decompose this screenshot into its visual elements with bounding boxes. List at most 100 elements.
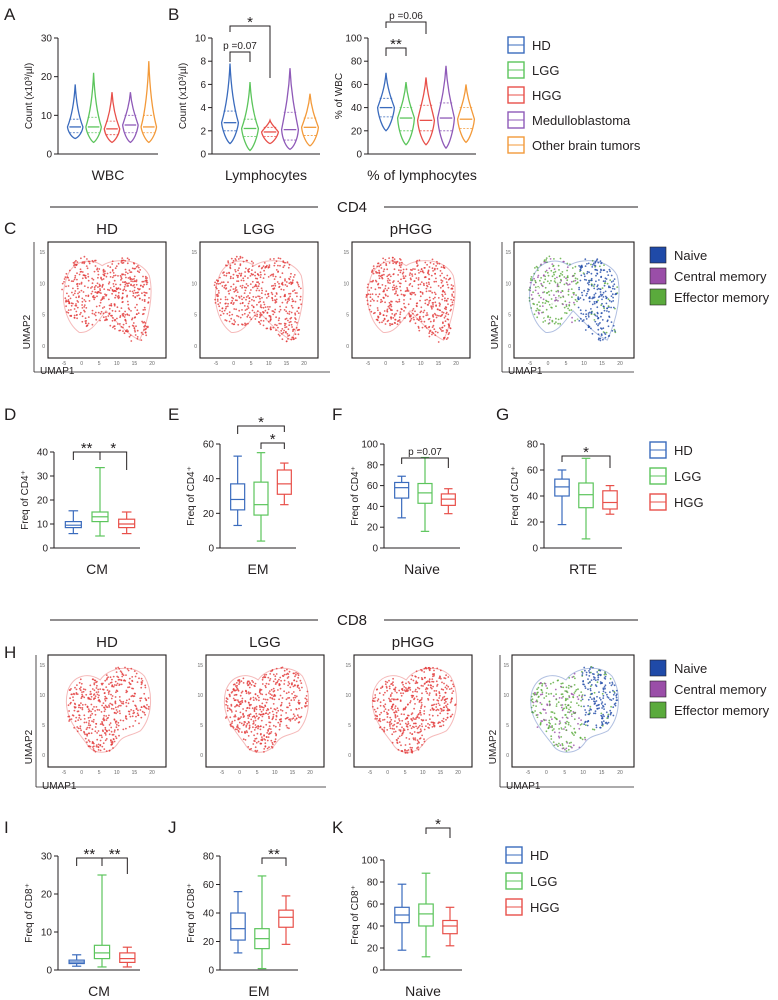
umap-point [389,322,391,325]
umap-point [244,289,247,292]
umap-point [235,704,238,707]
umap-point [387,287,390,290]
umap-point [367,283,369,286]
umap-point [530,699,533,702]
umap-point [396,260,399,263]
umap-point [277,721,280,724]
umap-point [371,280,374,283]
umap-point [450,715,452,718]
umap-point [584,736,586,739]
box-hgg [442,919,458,935]
umap-point [590,283,593,286]
umap-point [564,300,567,303]
umap-point [252,262,255,264]
umap-point [583,666,586,669]
umap-point [392,288,394,291]
umap-point [99,319,101,322]
umap-point [87,286,89,289]
umap-point [584,738,587,741]
umap-point [281,709,284,712]
umap-point [79,689,82,692]
umap-point [244,739,247,741]
y-tick-label: 20 [367,944,379,955]
umap-point [136,309,139,312]
umap-point [294,337,297,340]
umap-point [613,288,616,290]
umap-point [377,262,379,265]
umap-point [406,688,408,691]
umap-point [432,675,434,678]
umap-point [427,722,429,725]
umap-point [99,289,102,292]
umap-point [384,680,387,683]
umap-point [90,287,92,289]
umap-point [537,691,539,694]
umap-point [96,708,99,711]
umap-point [136,336,139,338]
umap-point [534,286,537,289]
umap-point [607,335,610,337]
umap-point [436,667,439,670]
umap-point [420,714,422,716]
umap-point [300,707,303,709]
umap-point [87,316,90,318]
umap-point [529,281,532,284]
umap-point [585,671,588,674]
umap-point [571,316,573,319]
umap-point [581,672,584,674]
umap-point [260,688,263,691]
umap-point [79,725,82,728]
umap-point [299,689,301,692]
umap-point [381,321,383,324]
umap-point [427,699,430,701]
umap-point [600,262,603,264]
umap-point [290,323,293,326]
umap-point [383,310,386,312]
umap-point [67,311,70,314]
umap-point [218,305,221,308]
umap-point [132,712,135,715]
umap-point [268,264,271,267]
umap-point [394,688,396,691]
y-tick-label: 8 [200,57,206,68]
umap-point [403,302,405,305]
umap-point [421,697,423,699]
umap1-label: UMAP1 [508,366,543,377]
umap-point [389,303,392,306]
umap-point [412,268,414,270]
umap-point [78,714,80,716]
umap-point [229,277,232,280]
umap-point [537,708,539,711]
umap-point [138,722,140,725]
umap-point [87,275,90,278]
umap-point [400,293,403,296]
umap-point [423,712,426,715]
umap-point [135,672,138,675]
umap-point [565,312,568,315]
umap-point [119,719,122,722]
umap-point [418,724,421,727]
umap-point [113,304,116,307]
umap-point [274,738,277,741]
umap-point [558,275,561,278]
umap-point [232,697,235,700]
sig-k-bracket [425,827,451,838]
umap-point [416,686,419,689]
umap-point [557,745,559,748]
umap-point [571,275,574,278]
umap-x-tick: 5 [402,361,405,367]
umap-point [567,687,570,689]
umap-point [135,280,138,283]
umap-point [539,265,542,268]
umap-x-tick: -5 [220,770,225,776]
umap-point [556,718,558,721]
umap-point [84,737,87,740]
umap-point [93,706,95,708]
umap-point [394,730,397,733]
umap-point [70,688,72,690]
umap-point [90,695,93,698]
umap-point [234,699,236,702]
umap-point [143,692,146,695]
umap-point [134,704,137,707]
